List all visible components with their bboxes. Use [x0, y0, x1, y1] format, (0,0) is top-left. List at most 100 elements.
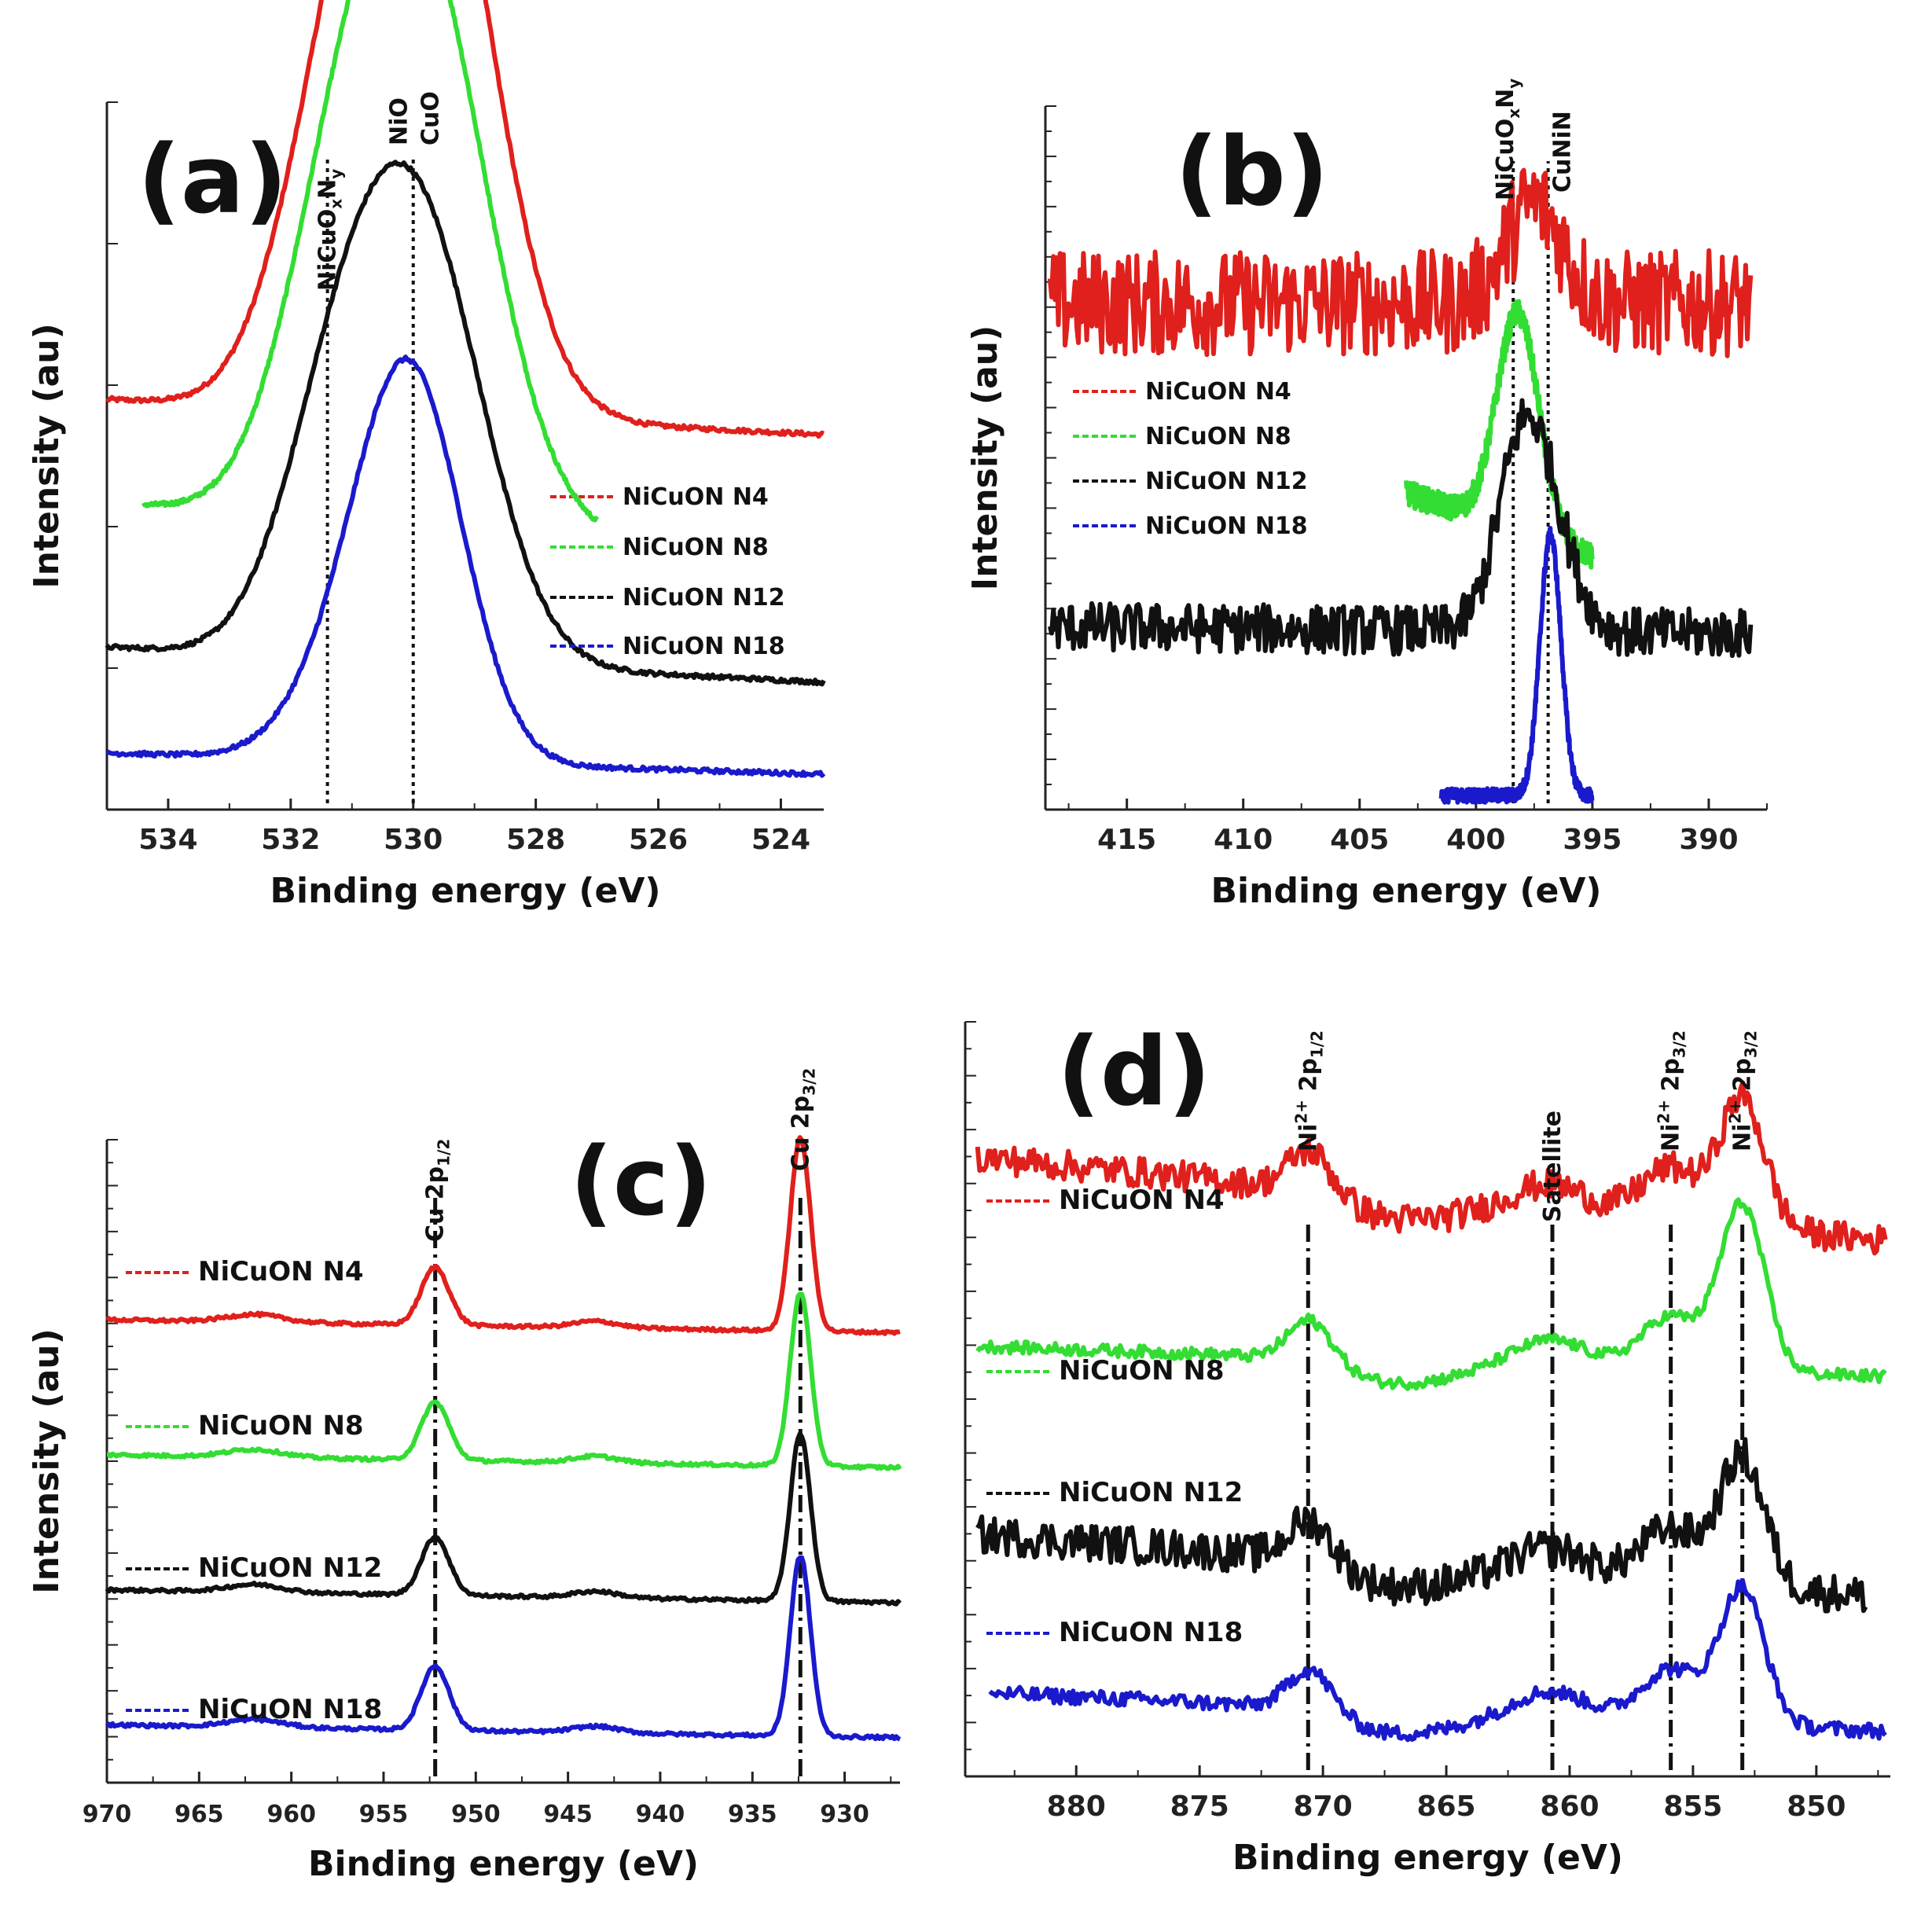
panel-a: 534 532 530 528 526 524 Binding energy (eV) Int… [27, 0, 826, 911]
x-tick-label: 865 [1416, 1791, 1475, 1823]
annotation-sub2: y [1504, 79, 1523, 89]
x-tick-label: 390 [1679, 824, 1738, 856]
series-line-N18 [988, 1578, 1887, 1743]
annotation-text: Cu 2p [422, 1166, 450, 1242]
series-line-N8 [141, 0, 600, 523]
x-tick-label: 405 [1330, 824, 1389, 856]
panel-letter: (a) [138, 126, 288, 235]
y-axis-title: Intensity (au) [27, 1328, 67, 1593]
legend-label: NiCuON N18 [198, 1694, 382, 1725]
legend-label: NiCuON N18 [1145, 512, 1308, 540]
legend-label: NiCuON N8 [1145, 423, 1291, 450]
annotation-sup: 2+ [1726, 1100, 1745, 1124]
annotation-label: Satellite [1539, 1111, 1567, 1222]
x-tick-label: 940 [636, 1801, 685, 1828]
annotation-sub: x [327, 199, 346, 209]
annotation-text: CuO [417, 91, 445, 145]
annotation-sup: 2+ [1655, 1100, 1673, 1124]
x-tick-label: 528 [506, 824, 565, 856]
x-axis-title: Binding energy (eV) [270, 871, 661, 911]
annotation-text: Ni [1729, 1124, 1757, 1151]
annotation-text2: N [1492, 89, 1519, 108]
x-tick-label: 950 [451, 1801, 501, 1828]
annotation-sub2: y [327, 169, 346, 179]
annotation-text: Satellite [1539, 1111, 1567, 1222]
series-line-N4 [105, 0, 825, 439]
legend-label: NiCuON N4 [1059, 1185, 1225, 1216]
legend-label: NiCuON N4 [198, 1256, 364, 1287]
panel-c: 970 965 960 955 950 945 940 935 930 Binding energ… [27, 1068, 902, 1884]
annotation-text: NiO [386, 97, 413, 145]
legend-label: NiCuON N8 [623, 534, 769, 561]
x-tick-label: 850 [1787, 1791, 1846, 1823]
x-tick-label: 855 [1663, 1791, 1722, 1823]
panel-letter: (c) [570, 1128, 712, 1237]
annotation-text2: 2p [1658, 1058, 1685, 1100]
x-tick-label: 524 [751, 824, 810, 856]
annotation-label: NiCuOxNy [314, 169, 346, 291]
x-tick-label: 875 [1170, 1791, 1229, 1823]
x-tick-label: 935 [728, 1801, 777, 1828]
x-tick-label: 532 [261, 824, 320, 856]
annotation-label: Ni2+ 2p3/2 [1726, 1030, 1761, 1151]
annotation-sub: 1/2 [435, 1139, 454, 1166]
annotation-sub: 3/2 [799, 1068, 818, 1096]
annotation-label: CuNiN [1549, 111, 1577, 193]
x-tick-label: 530 [384, 824, 443, 856]
series-line-N12 [105, 1431, 902, 1607]
legend-label: NiCuON N12 [623, 584, 785, 612]
panel-b: 415 410 405 400 395 390 Binding energy (eV) Int… [965, 79, 1768, 911]
annotation-label: NiO [386, 97, 413, 145]
annotation-text2: 2p [1295, 1058, 1322, 1100]
series-line-N18 [1438, 526, 1595, 805]
x-tick-label: 526 [629, 824, 688, 856]
x-tick-label: 410 [1214, 824, 1273, 856]
annotation-label: Cu 2p3/2 [787, 1068, 818, 1171]
panel-d: 880 875 870 865 860 855 850 Binding energy (eV)… [964, 1018, 1890, 1878]
panel-letter: (d) [1057, 1018, 1211, 1127]
x-tick-label: 870 [1294, 1791, 1353, 1823]
annotation-text: Ni [1295, 1124, 1322, 1151]
series-line-N8 [106, 1291, 902, 1471]
x-axis-title: Binding energy (eV) [308, 1844, 699, 1884]
series-line-N18 [105, 1555, 902, 1742]
x-tick-label: 955 [359, 1801, 409, 1828]
panel-letter: (b) [1175, 118, 1329, 227]
legend-label: NiCuON N4 [623, 483, 769, 511]
x-tick-label: 860 [1540, 1791, 1599, 1823]
annotation-text: Cu 2p [787, 1096, 814, 1171]
legend-label: NiCuON N18 [623, 633, 785, 660]
annotation-sub2: 3/2 [1742, 1030, 1761, 1058]
x-tick-label: 945 [543, 1801, 593, 1828]
series-line-N12 [975, 1437, 1868, 1614]
x-tick-label: 930 [820, 1801, 869, 1828]
y-axis-title: Intensity (au) [965, 325, 1005, 590]
x-tick-label: 415 [1097, 824, 1156, 856]
x-tick-label: 960 [266, 1801, 316, 1828]
annotation-text: CuNiN [1549, 111, 1577, 193]
legend-label: NiCuON N12 [198, 1552, 382, 1584]
y-axis-title: Intensity (au) [27, 323, 67, 588]
annotation-label: Cu 2p1/2 [422, 1139, 454, 1242]
legend-label: NiCuON N8 [1059, 1355, 1225, 1387]
series-line-N12 [1047, 398, 1754, 659]
x-tick-label: 880 [1047, 1791, 1106, 1823]
annotation-label: CuO [417, 91, 445, 145]
legend-label: NiCuON N4 [1145, 378, 1291, 406]
x-tick-label: 400 [1446, 824, 1505, 856]
annotation-sub2: 3/2 [1670, 1030, 1689, 1058]
legend-label: NiCuON N12 [1145, 468, 1308, 495]
x-tick-label: 534 [138, 824, 197, 856]
x-axis-title: Binding energy (eV) [1211, 871, 1602, 911]
annotation-text2: N [314, 179, 342, 199]
legend-label: NiCuON N8 [198, 1410, 364, 1442]
annotation-label: Ni2+ 2p3/2 [1655, 1030, 1689, 1151]
x-axis-title: Binding energy (eV) [1232, 1838, 1623, 1878]
x-tick-label: 970 [83, 1801, 132, 1828]
series-line-N4 [105, 1135, 901, 1336]
series-line-N12 [105, 160, 826, 687]
series-line-N18 [105, 354, 826, 778]
annotation-sub2: 1/2 [1307, 1030, 1326, 1058]
legend-label: NiCuON N12 [1059, 1477, 1243, 1508]
